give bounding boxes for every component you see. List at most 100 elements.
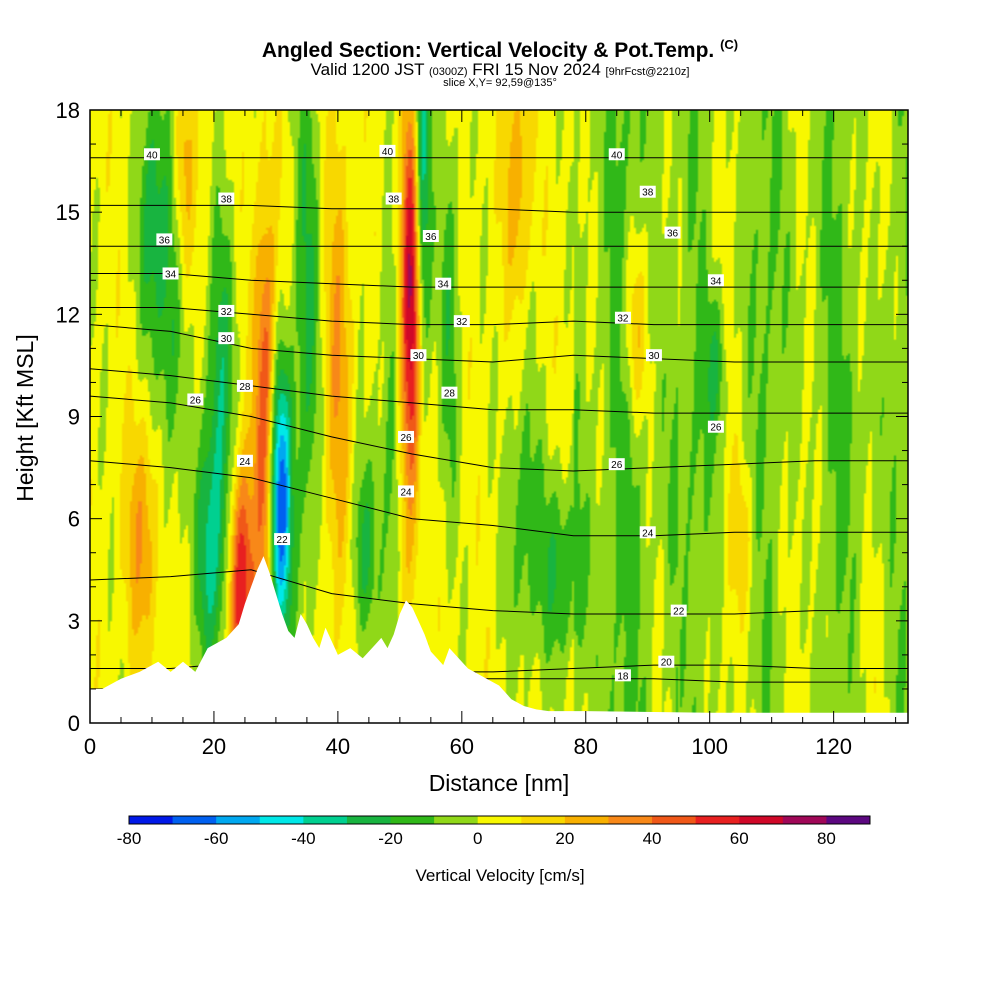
contour-label-bg: [707, 420, 724, 433]
contour-label: 36: [159, 235, 171, 246]
contour-label: 30: [413, 351, 425, 362]
valid-time-line: Valid 1200 JST (0300Z) FRI 15 Nov 2024 […: [0, 60, 1000, 80]
colorbar-tick-label: 60: [730, 829, 749, 848]
y-tick-label: 12: [56, 302, 80, 327]
contour-label-bg: [398, 430, 415, 443]
colorbar-tick-label: 80: [817, 829, 836, 848]
x-tick-label: 120: [815, 734, 852, 759]
contour-label: 26: [400, 433, 412, 444]
chart-title-text: Angled Section: Vertical Velocity & Pot.…: [261, 39, 715, 62]
valid-date: FRI 15 Nov 2024: [472, 60, 601, 79]
contour-label: 34: [165, 269, 177, 280]
x-tick-label: 40: [326, 734, 350, 759]
colorbar-swatch: [303, 816, 348, 824]
chart-title: Angled Section: Vertical Velocity & Pot.…: [0, 37, 1000, 63]
colorbar-tick-label: -80: [117, 829, 142, 848]
colorbar-swatch: [652, 816, 697, 824]
contour-label-bg: [236, 379, 253, 392]
contour-label-bg: [608, 148, 625, 161]
y-tick-label: 6: [68, 507, 80, 532]
contour-label: 28: [239, 382, 251, 393]
contour-label: 26: [611, 460, 623, 471]
forecast-info: [9hrFcst@2210z]: [605, 66, 690, 78]
colorbar-swatch: [477, 816, 522, 824]
contour-label-bg: [410, 349, 427, 362]
contour-label-bg: [218, 304, 235, 317]
y-tick-label: 3: [68, 609, 80, 634]
contour-label-bg: [236, 454, 253, 467]
colorbar-tick-label: -20: [378, 829, 403, 848]
contour-label: 22: [277, 535, 289, 546]
colorbar-swatch: [434, 816, 479, 824]
contour-label-bg: [614, 669, 631, 682]
contour-label: 26: [190, 395, 202, 406]
colorbar-swatch: [390, 816, 435, 824]
contour-label: 40: [611, 150, 623, 161]
contour-label-bg: [670, 604, 687, 617]
contour-label-bg: [435, 277, 452, 290]
contour-label: 24: [400, 487, 412, 498]
contour-label-bg: [162, 267, 179, 280]
x-tick-label: 80: [574, 734, 598, 759]
contour-label: 40: [146, 150, 158, 161]
contour-label-bg: [707, 274, 724, 287]
contour-label-bg: [658, 655, 675, 668]
colorbar-swatch: [564, 816, 609, 824]
contour-label-bg: [156, 233, 173, 246]
contour-label: 20: [661, 658, 673, 669]
colorbar-swatch: [782, 816, 827, 824]
x-axis-title: Distance [nm]: [429, 770, 570, 796]
colorbar-tick-label: 40: [643, 829, 662, 848]
chart-title-units: (C): [720, 37, 739, 52]
contour-label-bg: [608, 458, 625, 471]
contour-label: 38: [642, 188, 654, 199]
contour-label-bg: [453, 315, 470, 328]
contour-label-bg: [614, 311, 631, 324]
x-tick-label: 60: [450, 734, 474, 759]
colorbar-swatch: [129, 816, 174, 824]
contour-label: 26: [710, 423, 722, 434]
contour-label: 22: [673, 607, 685, 618]
contour-label: 34: [438, 280, 450, 291]
x-tick-label: 20: [202, 734, 226, 759]
colorbar-tick-label: -40: [291, 829, 316, 848]
terrain-mask: [90, 556, 908, 723]
contour-label: 30: [221, 334, 233, 345]
contour-label: 36: [667, 229, 679, 240]
contour-label: 38: [388, 195, 400, 206]
contour-label-bg: [639, 185, 656, 198]
contour-label-bg: [274, 533, 291, 546]
colorbar-swatch: [608, 816, 653, 824]
colorbar-frame: [128, 815, 871, 825]
theta-contour-26: [90, 395, 908, 472]
contour-label-bg: [385, 192, 402, 205]
contour-label-bg: [664, 226, 681, 239]
vertical-velocity-field: [90, 110, 908, 723]
contour-label: 24: [642, 528, 654, 539]
contour-label: 36: [425, 232, 437, 243]
contour-label: 30: [648, 351, 660, 362]
y-tick-label: 9: [68, 405, 80, 430]
colorbar-swatch: [346, 816, 392, 824]
contour-label: 32: [221, 307, 233, 318]
y-axis-title: Height [Kft MSL]: [12, 334, 38, 501]
contour-label-bg: [422, 230, 439, 243]
contour-label: 32: [617, 314, 629, 325]
contour-label-bg: [379, 144, 396, 157]
contour-label-bg: [218, 332, 235, 345]
contour-label-bg: [143, 148, 160, 161]
contour-label: 32: [456, 317, 468, 328]
theta-contour-28: [90, 368, 908, 414]
x-tick-label: 100: [691, 734, 728, 759]
valid-utc: (0300Z): [429, 66, 468, 78]
contour-label: 40: [382, 147, 394, 158]
colorbar-swatch: [259, 816, 304, 824]
contour-labels: 40 40 40 38 38 38 36 36 36 34 34 34 32 32 32 30 30 30 28 28…: [143, 144, 724, 682]
contour-label-bg: [645, 349, 662, 362]
contour-label: 18: [617, 671, 629, 682]
slice-info: slice X,Y= 92,59@135°: [443, 77, 557, 89]
colorbar-swatch: [695, 816, 740, 824]
y-tick-label: 18: [56, 98, 80, 123]
